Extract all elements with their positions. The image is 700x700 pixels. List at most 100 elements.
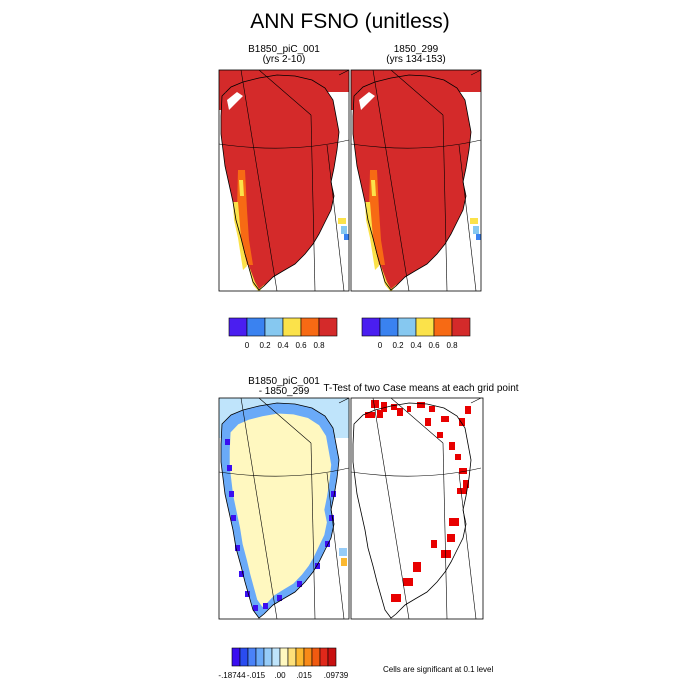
panel-frame: [218, 397, 350, 620]
meridian-line: [372, 398, 410, 619]
panel-frame: [350, 69, 482, 292]
interior-neutral-field: [229, 413, 332, 607]
colorbar-swatch: [295, 647, 305, 667]
sea-ice-block: [219, 70, 349, 92]
meridian-line: [326, 144, 345, 291]
significant-cell: [377, 410, 383, 418]
coastal-cell: [338, 218, 346, 224]
meridian-line: [240, 398, 278, 619]
coastal-snow-band: [377, 254, 397, 291]
coastal-snow-band: [371, 180, 376, 196]
meridian-line: [258, 398, 312, 444]
significant-cell: [407, 406, 411, 412]
panel-diff-label: B1850_piC_001 - 1850_299: [219, 377, 349, 397]
panel-case2-label-line1: 1850_299: [393, 44, 439, 55]
sea-ice-block: [351, 70, 481, 92]
coastal-snow-band: [245, 254, 265, 291]
coastal-cell: [470, 218, 478, 224]
colorbar-tick-label: .09739: [324, 671, 349, 680]
colorbar-swatch: [228, 317, 248, 337]
colorbar-tick-label: .015: [296, 671, 312, 680]
meridian-line: [390, 70, 444, 116]
panel-case2-label-line2: (yrs 134-153): [386, 54, 446, 65]
colorbar-swatch: [264, 317, 284, 337]
panel-case2-label: 1850_299 (yrs 134-153): [351, 45, 481, 65]
coastline: [352, 402, 472, 619]
coastline: [220, 402, 340, 619]
colorbar-swatch: [451, 317, 471, 337]
colorbar-tick-label: 0.8: [446, 341, 458, 350]
colorbar-swatch: [263, 647, 273, 667]
significant-cell: [449, 442, 455, 450]
significant-cell: [429, 406, 435, 412]
meridian-line: [338, 398, 349, 404]
colorbar-tick-label: 0.2: [392, 341, 404, 350]
significant-cell: [431, 540, 437, 548]
colorbar-case1: 0 0.2 0.4 0.6 0.8: [228, 317, 338, 350]
colorbar-swatch: [361, 317, 381, 337]
significant-cell: [413, 562, 421, 572]
diff-cell-negative: [329, 515, 334, 521]
colorbar-swatch: [255, 647, 265, 667]
panel-case1-label: B1850_piC_001 (yrs 2-10): [219, 45, 349, 65]
colorbar-tick-label: .00: [274, 671, 286, 680]
diff-cell-negative: [253, 605, 258, 611]
diff-cell-negative: [229, 491, 234, 497]
panel-diff-label-line1: B1850_piC_001: [248, 376, 320, 387]
latitude-line: [351, 139, 482, 149]
meridian-line: [390, 398, 444, 444]
colorbar-swatch: [379, 317, 399, 337]
map-panel-diff: [219, 398, 349, 619]
coastal-cell: [344, 234, 349, 240]
latitude-line: [219, 467, 349, 477]
significance-note: Cells are significant at 0.1 level: [383, 665, 494, 674]
colorbar-swatch: [282, 317, 302, 337]
diff-cell: [339, 548, 347, 556]
colorbar-swatch: [246, 317, 266, 337]
meridian-line: [470, 70, 482, 76]
significant-cell: [391, 404, 397, 410]
diff-cell-negative: [239, 571, 244, 577]
coastal-cell: [341, 226, 347, 234]
colorbar-swatch: [433, 317, 453, 337]
panel-frame: [218, 69, 350, 292]
significant-cell: [425, 418, 431, 426]
diff-cell-negative: [227, 465, 232, 471]
significant-cell: [459, 418, 465, 426]
panel-background: [351, 398, 483, 619]
colorbar-tick-label: 0: [245, 341, 250, 350]
colorbar-swatch: [300, 317, 320, 337]
diff-cell-negative: [263, 603, 268, 609]
diff-cell-negative: [235, 545, 240, 551]
colorbar-swatch: [231, 647, 241, 667]
significant-cell: [463, 480, 469, 488]
colorbar-swatch: [271, 647, 281, 667]
coastal-snow-band: [239, 180, 244, 196]
significant-cell: [381, 402, 387, 412]
significant-cell: [403, 578, 413, 586]
latitude-line: [351, 467, 482, 477]
ocean-gap: [227, 92, 243, 110]
diff-cell-negative: [231, 515, 236, 521]
diff-cell-negative: [225, 439, 230, 445]
colorbar-tick-label: 0.6: [428, 341, 440, 350]
meridian-line: [310, 114, 316, 291]
significant-cell: [455, 454, 461, 460]
meridian-line: [326, 472, 345, 619]
colorbar-swatch: [318, 317, 338, 337]
meridian-line: [470, 398, 482, 404]
diff-cell-negative: [277, 595, 282, 601]
colorbar-tick-label: 0.4: [410, 341, 422, 350]
colorbar-case2: 0 0.2 0.4 0.6 0.8: [361, 317, 471, 350]
panel-case1-label-line1: B1850_piC_001: [248, 44, 320, 55]
colorbar-swatch: [415, 317, 435, 337]
colorbar-tick-label: -.18744: [218, 671, 246, 680]
colorbar-swatch: [311, 647, 321, 667]
panel-ttest-label: T-Test of two Case means at each grid po…: [311, 384, 531, 394]
panel-frame: [350, 397, 484, 620]
meridian-line: [372, 70, 410, 291]
significant-cell: [441, 550, 451, 558]
colorbar-tick-label: -.015: [247, 671, 266, 680]
colorbar-swatch: [327, 647, 337, 667]
